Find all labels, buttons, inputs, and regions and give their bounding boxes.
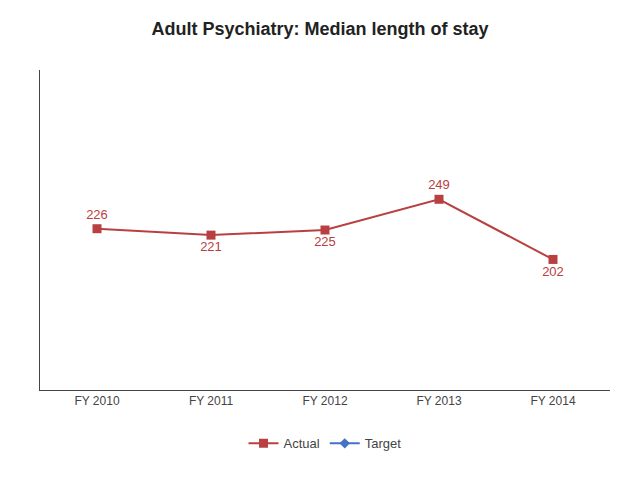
svg-text:FY 2013: FY 2013 [416, 394, 461, 408]
svg-text:FY 2012: FY 2012 [302, 394, 347, 408]
svg-text:249: 249 [428, 177, 450, 192]
svg-text:Target: Target [365, 436, 402, 451]
svg-text:225: 225 [314, 234, 336, 249]
svg-text:226: 226 [86, 207, 108, 222]
svg-text:Adult Psychiatry: Median lengt: Adult Psychiatry: Median length of stay [151, 19, 488, 39]
svg-text:202: 202 [542, 264, 564, 279]
svg-text:FY 2014: FY 2014 [530, 394, 575, 408]
svg-text:FY 2010: FY 2010 [74, 394, 119, 408]
svg-text:221: 221 [200, 239, 222, 254]
svg-text:Actual: Actual [284, 436, 320, 451]
svg-text:FY 2011: FY 2011 [189, 394, 234, 408]
